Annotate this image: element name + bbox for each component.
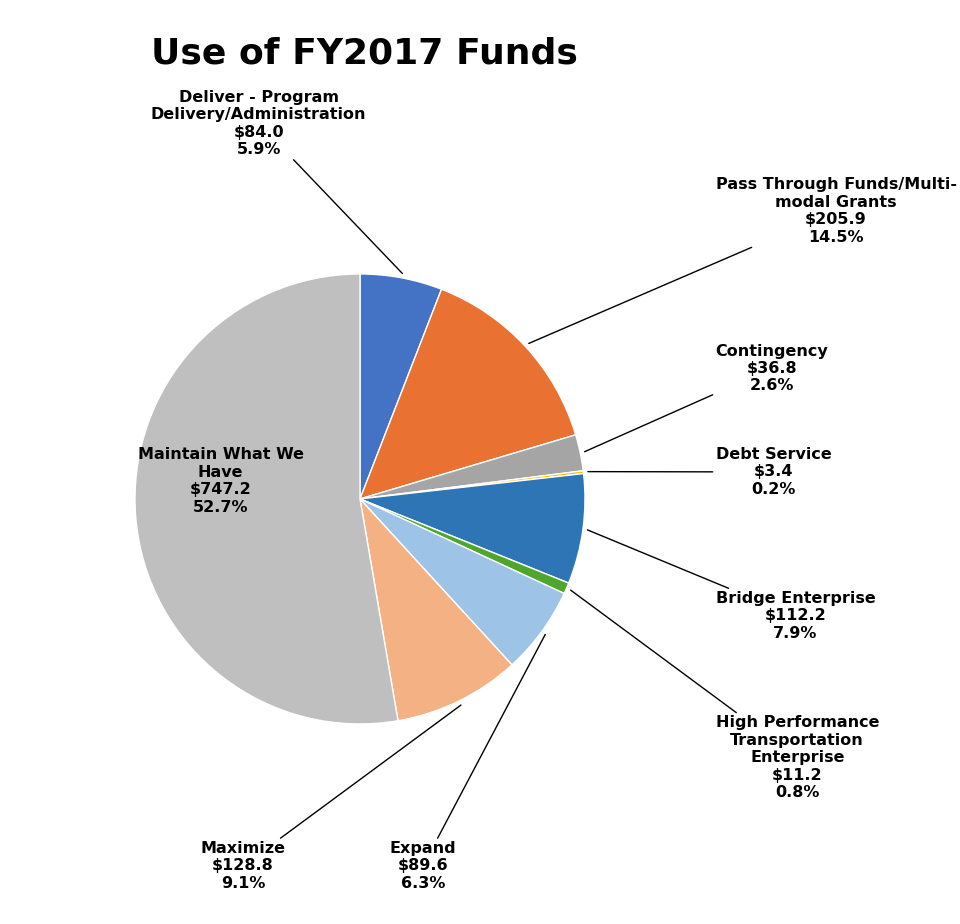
Text: Deliver - Program
Delivery/Administration
$84.0
5.9%: Deliver - Program Delivery/Administratio… — [151, 90, 402, 274]
Wedge shape — [360, 274, 442, 499]
Wedge shape — [360, 474, 585, 583]
Text: Debt Service
$3.4
0.2%: Debt Service $3.4 0.2% — [588, 447, 831, 497]
Text: Maintain What We
Have
$747.2
52.7%: Maintain What We Have $747.2 52.7% — [137, 447, 303, 515]
Text: Contingency
$36.8
2.6%: Contingency $36.8 2.6% — [585, 344, 828, 452]
Wedge shape — [360, 499, 512, 721]
Text: Use of FY2017 Funds: Use of FY2017 Funds — [152, 37, 578, 71]
Text: Maximize
$128.8
9.1%: Maximize $128.8 9.1% — [201, 705, 461, 891]
Text: High Performance
Transportation
Enterprise
$11.2
0.8%: High Performance Transportation Enterpri… — [570, 590, 879, 800]
Wedge shape — [135, 274, 398, 724]
Text: Expand
$89.6
6.3%: Expand $89.6 6.3% — [390, 635, 545, 891]
Wedge shape — [360, 435, 584, 499]
Wedge shape — [360, 499, 568, 593]
Wedge shape — [360, 289, 576, 499]
Text: Pass Through Funds/Multi-
modal Grants
$205.9
14.5%: Pass Through Funds/Multi- modal Grants $… — [529, 177, 956, 344]
Wedge shape — [360, 470, 584, 499]
Text: Bridge Enterprise
$112.2
7.9%: Bridge Enterprise $112.2 7.9% — [588, 529, 876, 641]
Wedge shape — [360, 499, 564, 665]
